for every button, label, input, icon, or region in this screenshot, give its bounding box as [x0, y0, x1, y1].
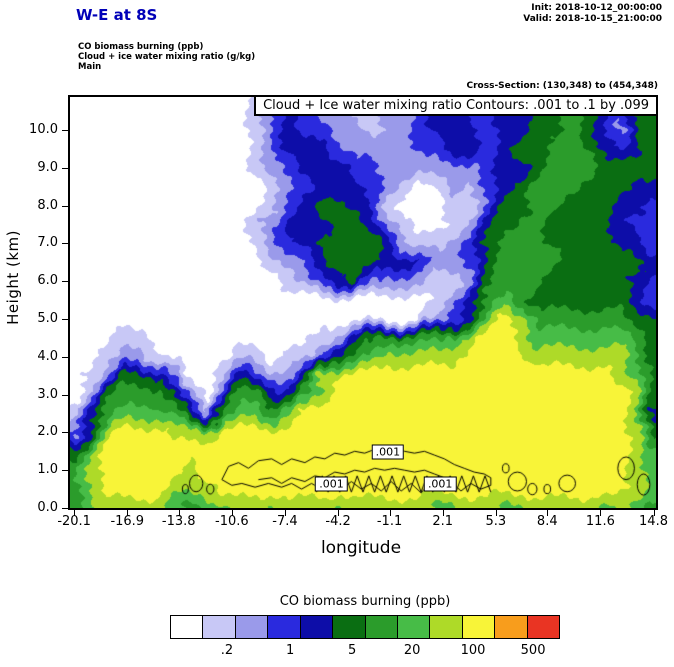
colorbar-cell	[171, 616, 204, 638]
colorbar-cell	[397, 616, 431, 638]
x-axis-tick	[284, 510, 286, 516]
colorbar-title: CO biomass burning (ppb)	[279, 594, 451, 609]
init-time: Init: 2018-10-12_00:00:00	[531, 3, 662, 13]
x-axis-tick	[178, 510, 180, 516]
x-tick-label: -1.1	[376, 514, 403, 529]
colorbar-tick-label: 1	[285, 643, 295, 658]
colorbar-cell	[527, 616, 560, 638]
y-tick-label: 2.0	[37, 424, 58, 440]
y-axis-tick	[62, 318, 68, 320]
colorbar-tick-label: 100	[460, 643, 486, 658]
colorbar-cell	[268, 616, 301, 638]
colorbar-tick-label: 5	[347, 643, 357, 658]
colorbar-tick-label: 20	[403, 643, 421, 658]
field-legend-line1: CO biomass burning (ppb)	[78, 42, 204, 52]
cloud-contour-label: .001	[315, 476, 348, 492]
y-axis-tick	[62, 167, 68, 169]
cross-section-coords: Cross-Section: (130,348) to (454,348)	[466, 81, 659, 91]
colorbar-cell	[430, 616, 463, 638]
x-tick-label: 8.4	[536, 514, 558, 529]
x-tick-label: 5.3	[485, 514, 507, 529]
y-tick-label: 0.0	[37, 500, 58, 515]
y-axis-tick	[62, 129, 68, 131]
x-axis-tick	[600, 510, 602, 516]
y-tick-label: 8.0	[37, 197, 58, 213]
y-axis-tick	[62, 356, 68, 358]
x-tick-label: -16.9	[110, 514, 145, 529]
x-tick-label: -13.8	[161, 514, 196, 529]
colorbar-tick-label: 500	[520, 643, 546, 658]
x-tick-label: 2.1	[432, 514, 454, 529]
x-axis-tick	[653, 510, 655, 516]
colorbar-cell	[333, 616, 366, 638]
colorbar-cell	[235, 616, 269, 638]
colorbar-cell	[365, 616, 398, 638]
x-axis-tick	[231, 510, 233, 516]
x-axis-tick	[74, 510, 76, 516]
colorbar-cell	[300, 616, 334, 638]
x-tick-label: -4.2	[325, 514, 351, 529]
plot-area: Cloud + Ice water mixing ratio Contours:…	[68, 95, 658, 510]
page-title: W-E at 8S	[76, 6, 158, 24]
x-axis-tick	[547, 510, 549, 516]
y-tick-label: 3.0	[37, 386, 58, 402]
colorbar-cell	[203, 616, 236, 638]
field-legend-block: CO biomass burning (ppb) Cloud + ice wat…	[78, 42, 255, 72]
colorbar-cell	[462, 616, 496, 638]
y-tick-label: 5.0	[37, 310, 58, 326]
y-tick-label: 6.0	[37, 273, 58, 289]
x-tick-label: -7.4	[272, 514, 298, 529]
contour-field-canvas	[70, 97, 656, 508]
contour-annotation: Cloud + Ice water mixing ratio Contours:…	[254, 95, 658, 116]
x-axis-tick	[442, 510, 444, 516]
x-tick-label: -20.1	[57, 514, 91, 529]
y-tick-label: 10.0	[29, 121, 58, 137]
colorbar-cell	[495, 616, 528, 638]
x-tick-label: 14.8	[639, 514, 668, 529]
cloud-contour-label: .001	[423, 476, 457, 492]
y-axis-tick	[62, 508, 68, 509]
y-axis-tick	[62, 243, 68, 245]
y-tick-label: 7.0	[37, 235, 58, 251]
x-axis-title: longitude	[320, 538, 402, 558]
x-axis-tick	[495, 510, 497, 516]
y-axis-tick	[62, 205, 68, 207]
x-axis-tick	[338, 510, 340, 516]
y-tick-label: 4.0	[37, 348, 58, 364]
valid-time: Valid: 2018-10-15_21:00:00	[523, 14, 662, 24]
field-legend-line2: Cloud + ice water mixing ratio (g/kg)	[78, 52, 256, 62]
cloud-contour-label: .001	[371, 444, 405, 460]
y-axis-tick	[62, 281, 68, 283]
y-axis-tick	[62, 470, 68, 472]
x-axis-tick	[389, 510, 391, 516]
colorbar-tick-label: .2	[220, 643, 234, 658]
x-tick-label: 11.6	[585, 514, 615, 529]
y-tick-label: 1.0	[37, 462, 58, 478]
y-tick-label: 9.0	[37, 159, 58, 175]
y-axis-tick	[62, 394, 68, 396]
y-axis-tick	[62, 432, 68, 434]
run-time-info: Init: 2018-10-12_00:00:00 Valid: 2018-10…	[523, 3, 662, 25]
field-legend-line3: Main	[78, 62, 102, 72]
colorbar	[170, 615, 560, 639]
x-axis-tick	[127, 510, 129, 516]
x-tick-label: -10.6	[215, 514, 249, 529]
